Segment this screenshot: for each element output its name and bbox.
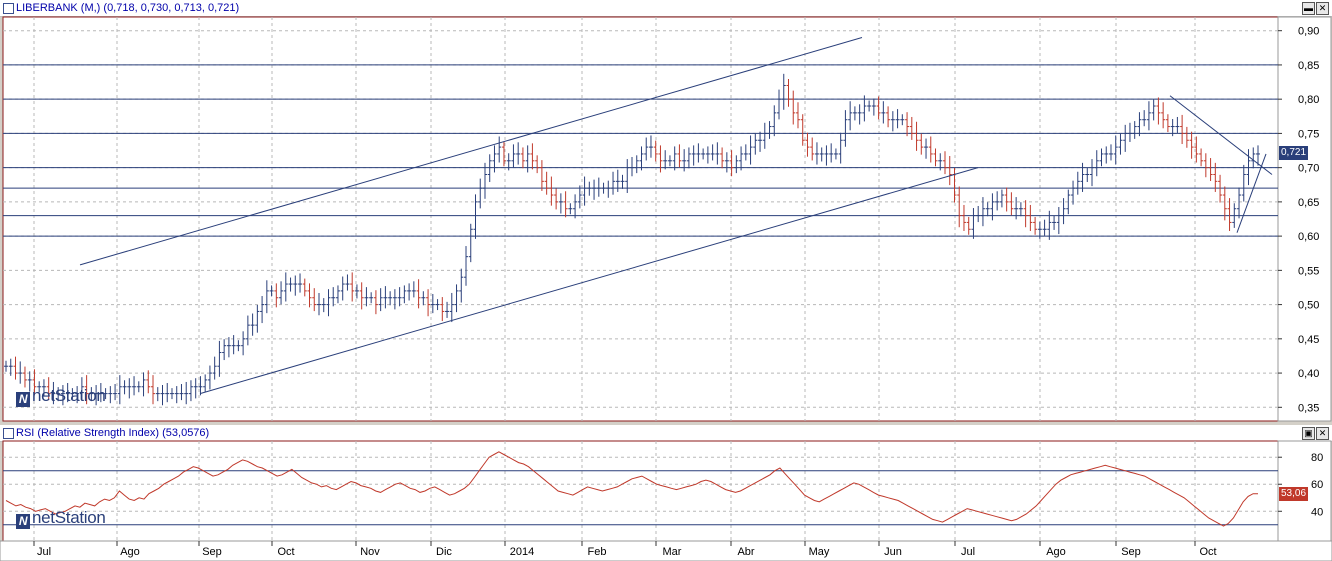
x-tick-label: Sep: [202, 546, 222, 558]
netstation-logo-icon: N: [16, 392, 30, 407]
x-tick-label: Ago: [120, 546, 140, 558]
y-tick-label: 0,75: [1298, 128, 1319, 140]
x-tick-label: Jul: [37, 546, 51, 558]
rsi-line: [5, 451, 1258, 527]
trend-line: [199, 167, 979, 395]
rsi-plot-area: [2, 440, 1279, 542]
x-tick-label: Sep: [1121, 546, 1141, 558]
netstation-logo-icon: N: [16, 514, 30, 529]
y-tick-label: 0,35: [1298, 402, 1319, 414]
y-tick-label: 0,90: [1298, 26, 1319, 38]
rsi-tick-label: 80: [1311, 452, 1323, 464]
y-tick-label: 0,55: [1298, 265, 1319, 277]
y-tick-label: 0,50: [1298, 300, 1319, 312]
price-plot-area: [2, 16, 1279, 422]
x-tick-label: Mar: [663, 546, 682, 558]
close-icon[interactable]: ✕: [1316, 427, 1329, 440]
y-tick-label: 0,60: [1298, 231, 1319, 243]
minimize-icon[interactable]: ▬: [1302, 2, 1315, 15]
x-tick-label: 2014: [510, 546, 534, 558]
close-icon[interactable]: ✕: [1316, 2, 1329, 15]
x-tick-label: Jul: [961, 546, 975, 558]
x-tick-label: Ago: [1046, 546, 1066, 558]
x-tick-label: May: [809, 546, 830, 558]
rsi-tick-label: 40: [1311, 506, 1323, 518]
y-tick-label: 0,85: [1298, 60, 1319, 72]
rsi-tick-label: 60: [1311, 479, 1323, 491]
panel-menu-icon[interactable]: [3, 428, 14, 439]
trend-line: [1236, 153, 1267, 233]
x-tick-label: Oct: [1199, 546, 1216, 558]
y-tick-label: 0,40: [1298, 368, 1319, 380]
rsi-panel-title: RSI (Relative Strength Index) (53,0576): [16, 427, 210, 439]
y-tick-label: 0,65: [1298, 197, 1319, 209]
x-tick-label: Feb: [588, 546, 607, 558]
x-tick-label: Dic: [436, 546, 452, 558]
trend-line: [79, 37, 863, 266]
watermark-text: netStation: [32, 386, 106, 405]
current-price-label: 0,721: [1279, 146, 1309, 161]
trend-line: [1169, 95, 1273, 175]
x-tick-label: Jun: [884, 546, 902, 558]
current-rsi-label: 53,06: [1279, 486, 1309, 501]
y-tick-label: 0,70: [1298, 163, 1319, 175]
panel-menu-icon[interactable]: [3, 3, 14, 14]
x-tick-label: Oct: [277, 546, 294, 558]
price-panel-title: LIBERBANK (M,) (0,718, 0,730, 0,713, 0,7…: [16, 2, 240, 14]
price-y-axis: [1277, 16, 1332, 422]
watermark-text: netStation: [32, 508, 106, 527]
x-tick-label: Abr: [737, 546, 754, 558]
x-axis-band: [0, 540, 1332, 561]
y-tick-label: 0,80: [1298, 94, 1319, 106]
maximize-icon[interactable]: ▣: [1302, 427, 1315, 440]
y-tick-label: 0,45: [1298, 334, 1319, 346]
x-tick-label: Nov: [360, 546, 380, 558]
